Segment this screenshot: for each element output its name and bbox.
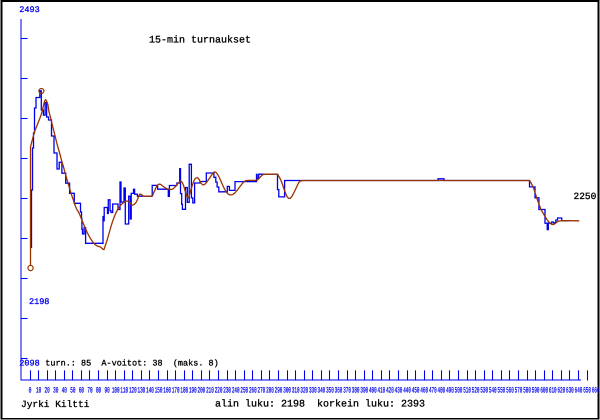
svg-text:370: 370 [343,387,351,396]
svg-text:620: 620 [557,387,565,396]
svg-text:190: 190 [189,387,197,396]
svg-text:Jyrki Kiltti: Jyrki Kiltti [21,399,90,410]
svg-text:90: 90 [105,387,110,396]
svg-text:630: 630 [566,387,574,396]
svg-text:140: 140 [146,387,154,396]
svg-text:2250: 2250 [574,191,597,202]
svg-text:15-min turnaukset: 15-min turnaukset [149,35,251,47]
svg-text:70: 70 [87,387,92,396]
svg-text:480: 480 [438,387,446,396]
svg-text:170: 170 [172,387,180,396]
svg-text:610: 610 [549,387,557,396]
svg-text:320: 320 [300,387,308,396]
svg-text:240: 240 [232,387,240,396]
svg-text:340: 340 [318,387,326,396]
svg-text:30: 30 [53,387,58,396]
svg-text:420: 420 [386,387,394,396]
svg-text:520: 520 [472,387,480,396]
svg-text:500: 500 [455,387,463,396]
svg-text:120: 120 [129,387,137,396]
svg-text:450: 450 [412,387,420,396]
svg-text:160: 160 [163,387,171,396]
svg-text:230: 230 [223,387,231,396]
svg-text:650: 650 [583,387,591,396]
svg-text:400: 400 [369,387,377,396]
svg-text:590: 590 [532,387,540,396]
svg-text:80: 80 [96,387,101,396]
svg-text:540: 540 [489,387,497,396]
svg-text:460: 460 [420,387,428,396]
svg-text:turn.: 85 A-voitot: 38 (maks: turn.: 85 A-voitot: 38 (maks. 8) [45,358,218,368]
svg-text:210: 210 [206,387,214,396]
svg-text:2098: 2098 [19,358,39,368]
svg-text:200: 200 [198,387,206,396]
svg-text:530: 530 [480,387,488,396]
svg-text:2198: 2198 [29,297,49,307]
svg-text:60: 60 [79,387,84,396]
svg-text:300: 300 [283,387,291,396]
svg-text:220: 220 [215,387,223,396]
svg-text:250: 250 [240,387,248,396]
svg-text:150: 150 [155,387,163,396]
svg-text:560: 560 [506,387,514,396]
svg-text:550: 550 [498,387,506,396]
svg-text:600: 600 [540,387,548,396]
svg-text:310: 310 [292,387,300,396]
svg-text:20: 20 [45,387,50,396]
svg-text:40: 40 [62,387,67,396]
svg-text:290: 290 [275,387,283,396]
svg-text:380: 380 [352,387,360,396]
svg-text:2493: 2493 [19,5,39,15]
svg-text:350: 350 [326,387,334,396]
svg-text:660: 660 [592,387,600,396]
svg-text:260: 260 [249,387,257,396]
svg-text:640: 640 [575,387,583,396]
svg-text:390: 390 [360,387,368,396]
svg-text:100: 100 [112,387,120,396]
svg-text:410: 410 [378,387,386,396]
svg-text:270: 270 [258,387,266,396]
svg-text:alin luku: 2198 korkein luku:: alin luku: 2198 korkein luku: 2393 [215,399,425,411]
svg-text:50: 50 [70,387,75,396]
svg-text:280: 280 [266,387,274,396]
svg-text:440: 440 [403,387,411,396]
svg-text:570: 570 [515,387,523,396]
svg-text:430: 430 [395,387,403,396]
svg-text:470: 470 [429,387,437,396]
svg-text:180: 180 [180,387,188,396]
svg-text:330: 330 [309,387,317,396]
svg-text:360: 360 [335,387,343,396]
svg-text:10: 10 [36,387,41,396]
svg-text:130: 130 [138,387,146,396]
svg-text:0: 0 [29,387,32,396]
svg-text:580: 580 [523,387,531,396]
svg-text:510: 510 [463,387,471,396]
svg-text:110: 110 [120,387,128,396]
svg-text:490: 490 [446,387,454,396]
